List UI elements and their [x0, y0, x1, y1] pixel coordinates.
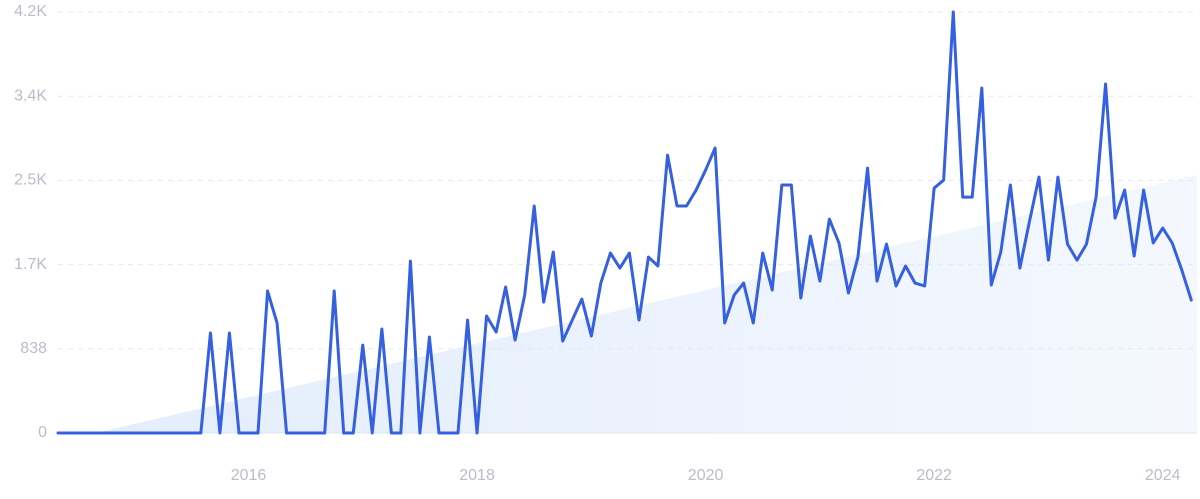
y-tick-label: 838: [20, 340, 47, 357]
trend-area: [96, 174, 1197, 434]
y-tick-label: 2.5K: [14, 172, 47, 189]
x-tick-label: 2018: [459, 467, 495, 484]
x-tick-label: 2024: [1145, 467, 1181, 484]
x-tick-label: 2020: [688, 467, 724, 484]
x-tick-label: 2022: [916, 467, 952, 484]
y-tick-label: 3.4K: [14, 87, 47, 104]
y-tick-label: 1.7K: [14, 256, 47, 273]
y-tick-label: 0: [38, 424, 47, 441]
x-tick-label: 2016: [231, 467, 267, 484]
y-tick-label: 4.2K: [14, 3, 47, 20]
trend-line: [56, 10, 1193, 435]
